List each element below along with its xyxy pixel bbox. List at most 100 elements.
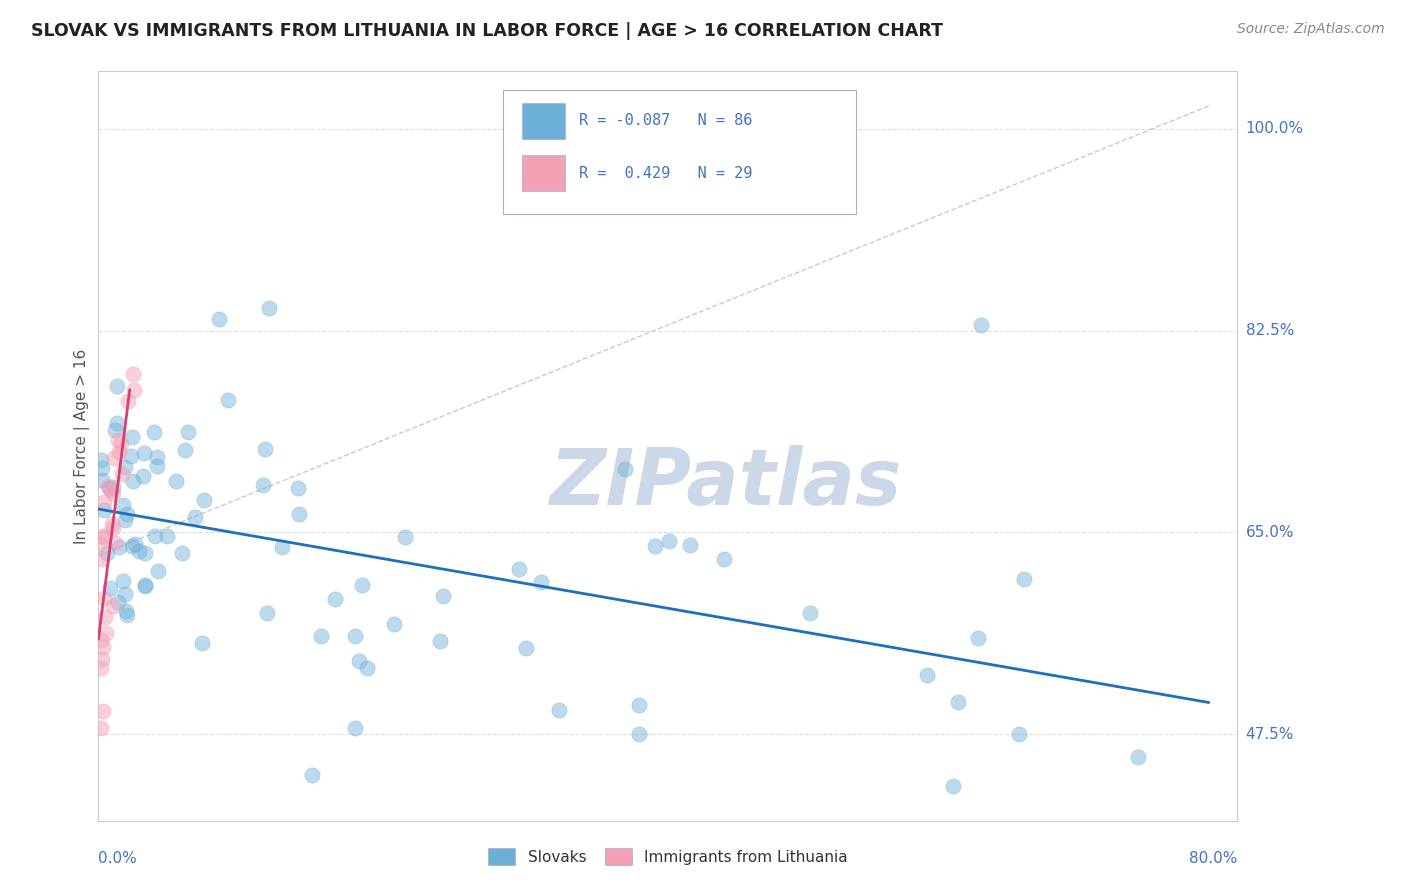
Point (946, 695, 969, 709)
Point (256, 606, 278, 620)
Point (799, 606, 821, 620)
Point (287, 507, 309, 521)
Point (172, 546, 194, 560)
Point (117, 607, 139, 622)
Point (110, 437, 132, 451)
Point (91, 640, 114, 654)
Point (252, 478, 274, 492)
Point (97, 479, 120, 493)
Point (143, 529, 166, 543)
Text: R = -0.087   N = 86: R = -0.087 N = 86 (579, 113, 752, 128)
Point (91, 473, 114, 487)
Point (121, 367, 143, 381)
Point (90, 652, 112, 666)
Point (89, 537, 111, 551)
Point (343, 722, 366, 736)
Point (628, 698, 651, 713)
Point (122, 474, 145, 488)
Point (98, 481, 121, 495)
Point (104, 423, 127, 437)
Point (323, 592, 346, 607)
Point (107, 595, 129, 609)
Point (658, 533, 681, 548)
Point (121, 539, 143, 553)
Point (165, 474, 187, 488)
Point (90, 661, 112, 675)
Text: Source: ZipAtlas.com: Source: ZipAtlas.com (1237, 22, 1385, 37)
Point (117, 394, 139, 409)
Point (432, 589, 454, 603)
Point (382, 616, 405, 631)
Point (254, 442, 277, 457)
Point (91, 529, 114, 543)
Text: R =  0.429   N = 29: R = 0.429 N = 29 (579, 166, 752, 181)
Point (352, 578, 374, 592)
Point (128, 544, 150, 558)
Text: 0.0%: 0.0% (98, 851, 138, 866)
Point (134, 445, 156, 459)
Point (108, 445, 131, 459)
Text: ZIPatlas: ZIPatlas (548, 445, 901, 522)
Point (966, 631, 988, 645)
Point (356, 661, 378, 675)
Point (134, 546, 156, 560)
Point (100, 483, 122, 498)
Point (90, 722, 112, 736)
Point (193, 492, 215, 507)
Point (107, 434, 129, 448)
Point (429, 633, 451, 648)
Point (105, 416, 128, 430)
Point (394, 530, 416, 544)
Point (111, 498, 134, 512)
Point (309, 629, 332, 643)
Point (644, 539, 666, 553)
Point (508, 562, 530, 576)
Point (124, 537, 146, 551)
Point (90, 632, 112, 647)
Point (1008, 727, 1031, 741)
Text: 47.5%: 47.5% (1246, 727, 1294, 741)
Point (103, 599, 125, 613)
Point (173, 442, 195, 457)
FancyBboxPatch shape (503, 90, 856, 214)
Point (114, 512, 136, 526)
Legend: Slovaks, Immigrants from Lithuania: Slovaks, Immigrants from Lithuania (488, 847, 848, 865)
Point (191, 636, 214, 650)
Point (145, 459, 167, 474)
Point (146, 565, 169, 579)
Text: SLOVAK VS IMMIGRANTS FROM LITHUANIA IN LABOR FORCE | AGE > 16 CORRELATION CHART: SLOVAK VS IMMIGRANTS FROM LITHUANIA IN L… (31, 22, 943, 40)
Point (90, 453, 112, 467)
Point (117, 507, 139, 521)
Point (287, 482, 309, 496)
Point (98, 582, 121, 596)
Point (93, 495, 115, 509)
Point (132, 469, 155, 483)
Point (112, 574, 135, 588)
Point (93, 530, 115, 544)
Y-axis label: In Labor Force | Age > 16: In Labor Force | Age > 16 (75, 349, 90, 543)
Point (101, 517, 124, 532)
Point (96, 546, 118, 560)
Point (530, 575, 553, 590)
Point (120, 449, 142, 463)
Point (259, 301, 281, 315)
Point (101, 486, 124, 500)
Point (270, 540, 292, 554)
Point (613, 462, 636, 476)
Text: 82.5%: 82.5% (1246, 323, 1294, 338)
Point (91, 704, 114, 718)
Point (94, 626, 117, 640)
Point (103, 450, 125, 465)
Point (114, 459, 136, 474)
Point (134, 578, 156, 592)
Point (1012, 572, 1035, 586)
Point (93, 502, 115, 516)
Point (107, 540, 129, 554)
Text: 100.0%: 100.0% (1246, 121, 1303, 136)
Point (347, 655, 370, 669)
Point (176, 425, 198, 440)
Point (122, 383, 145, 397)
Point (146, 450, 169, 464)
Point (915, 668, 938, 682)
Point (301, 767, 323, 781)
